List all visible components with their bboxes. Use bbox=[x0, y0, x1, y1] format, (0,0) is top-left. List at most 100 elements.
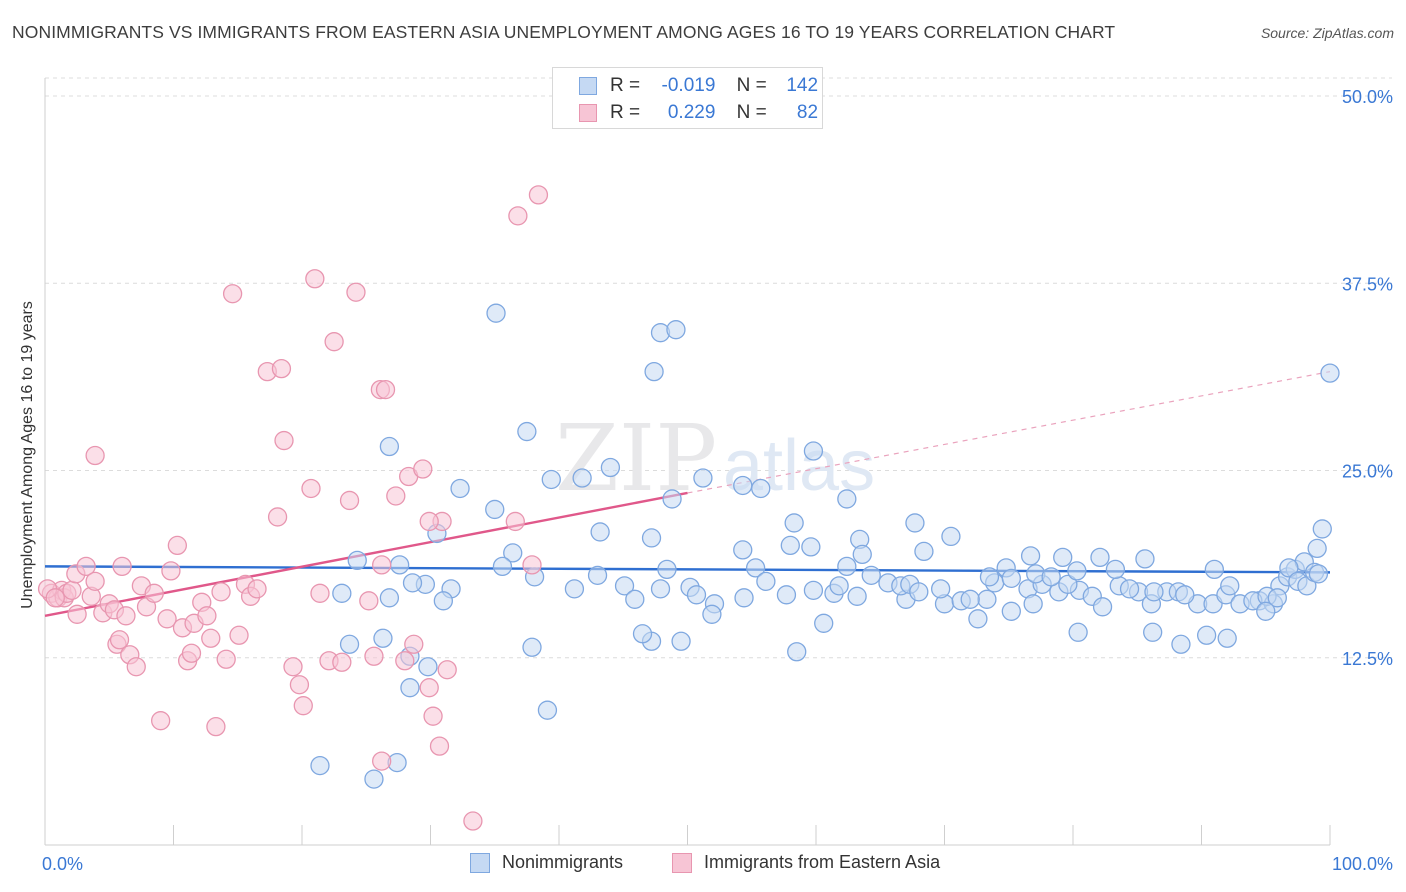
x-tick-label: 0.0% bbox=[42, 854, 83, 874]
data-point bbox=[211, 582, 231, 602]
data-point bbox=[301, 478, 321, 499]
data-point bbox=[614, 576, 635, 596]
data-point bbox=[960, 589, 980, 609]
data-point bbox=[528, 185, 549, 205]
legend-n-label: N = bbox=[736, 102, 767, 123]
data-point bbox=[372, 555, 392, 575]
data-point bbox=[85, 445, 105, 466]
legend-label-immigrants: Immigrants from Eastern Asia bbox=[704, 852, 941, 872]
data-point bbox=[930, 579, 951, 599]
data-point bbox=[419, 678, 439, 698]
legend-r-value: -0.019 bbox=[661, 75, 716, 96]
data-point bbox=[433, 591, 454, 611]
trend-line-0 bbox=[44, 565, 1331, 574]
data-point bbox=[632, 624, 653, 644]
series-nonimmigrants-points bbox=[310, 303, 1340, 789]
data-point bbox=[1217, 628, 1237, 648]
data-point bbox=[644, 361, 664, 382]
data-point bbox=[85, 571, 105, 592]
data-point bbox=[1175, 585, 1195, 605]
data-point bbox=[702, 604, 722, 624]
data-point bbox=[283, 657, 303, 677]
series-legend: Nonimmigrants Immigrants from Eastern As… bbox=[0, 851, 1406, 877]
y-tick-label: 50.0% bbox=[1342, 87, 1393, 107]
data-point bbox=[847, 586, 867, 606]
data-point bbox=[1119, 579, 1140, 599]
data-point bbox=[429, 736, 450, 756]
data-point bbox=[347, 550, 367, 571]
data-point bbox=[650, 579, 671, 599]
legend-r-label: R = bbox=[610, 102, 641, 123]
legend-swatch-pink bbox=[672, 853, 692, 873]
data-point bbox=[814, 613, 834, 633]
data-point bbox=[418, 657, 438, 677]
data-point bbox=[423, 706, 443, 726]
data-point bbox=[1058, 574, 1078, 594]
y-tick-label: 25.0% bbox=[1342, 462, 1393, 482]
series-immigrants-eastern-asia-points bbox=[37, 185, 549, 831]
data-point bbox=[787, 642, 807, 662]
data-point bbox=[625, 589, 645, 609]
data-point bbox=[247, 579, 267, 599]
data-point bbox=[293, 696, 313, 716]
source-credit: Source: ZipAtlas.com bbox=[1260, 25, 1394, 41]
data-point bbox=[271, 358, 292, 379]
data-point bbox=[505, 511, 525, 532]
data-point bbox=[1267, 588, 1287, 608]
data-point bbox=[641, 528, 662, 548]
data-point bbox=[181, 643, 202, 663]
data-point bbox=[229, 625, 249, 645]
data-point bbox=[305, 269, 325, 289]
data-point bbox=[503, 543, 523, 563]
data-point bbox=[364, 646, 384, 666]
legend-swatch-pink bbox=[579, 104, 597, 122]
data-point bbox=[310, 583, 330, 603]
data-point bbox=[1143, 622, 1163, 642]
data-point bbox=[541, 469, 561, 490]
data-point bbox=[522, 637, 542, 657]
data-point bbox=[1105, 559, 1126, 580]
data-point bbox=[1053, 547, 1073, 568]
data-point bbox=[1308, 564, 1329, 584]
data-point bbox=[390, 555, 410, 575]
data-point bbox=[803, 580, 824, 600]
data-point bbox=[837, 556, 857, 577]
data-point bbox=[829, 576, 849, 596]
data-point bbox=[359, 591, 379, 611]
data-point bbox=[1279, 558, 1299, 578]
data-point bbox=[144, 583, 164, 603]
data-point bbox=[564, 579, 585, 599]
data-point bbox=[126, 657, 146, 677]
data-point bbox=[784, 513, 804, 533]
data-point bbox=[404, 634, 424, 654]
legend-n-label: N = bbox=[736, 75, 767, 96]
data-point bbox=[157, 609, 177, 629]
data-point bbox=[400, 678, 420, 698]
legend-r-label: R = bbox=[610, 75, 641, 96]
data-point bbox=[116, 606, 136, 626]
data-point bbox=[332, 652, 352, 672]
legend-n-value: 142 bbox=[786, 75, 819, 96]
data-point bbox=[590, 522, 610, 542]
data-point bbox=[492, 556, 513, 577]
data-point bbox=[1067, 561, 1087, 581]
data-point bbox=[968, 609, 988, 629]
data-point bbox=[693, 468, 713, 488]
data-point bbox=[1196, 625, 1217, 645]
data-point bbox=[332, 583, 352, 603]
data-point bbox=[1041, 567, 1061, 587]
data-point bbox=[776, 585, 797, 605]
data-point bbox=[1204, 559, 1224, 580]
data-point bbox=[109, 630, 130, 650]
data-point bbox=[1001, 601, 1021, 621]
data-point bbox=[324, 332, 344, 352]
data-point bbox=[733, 540, 753, 560]
data-point bbox=[76, 556, 96, 577]
data-point bbox=[206, 717, 226, 737]
data-point bbox=[289, 675, 310, 695]
data-point bbox=[803, 441, 824, 461]
data-point bbox=[310, 755, 330, 776]
data-point bbox=[751, 478, 771, 499]
y-tick-label: 37.5% bbox=[1342, 274, 1393, 294]
data-point bbox=[745, 558, 766, 578]
